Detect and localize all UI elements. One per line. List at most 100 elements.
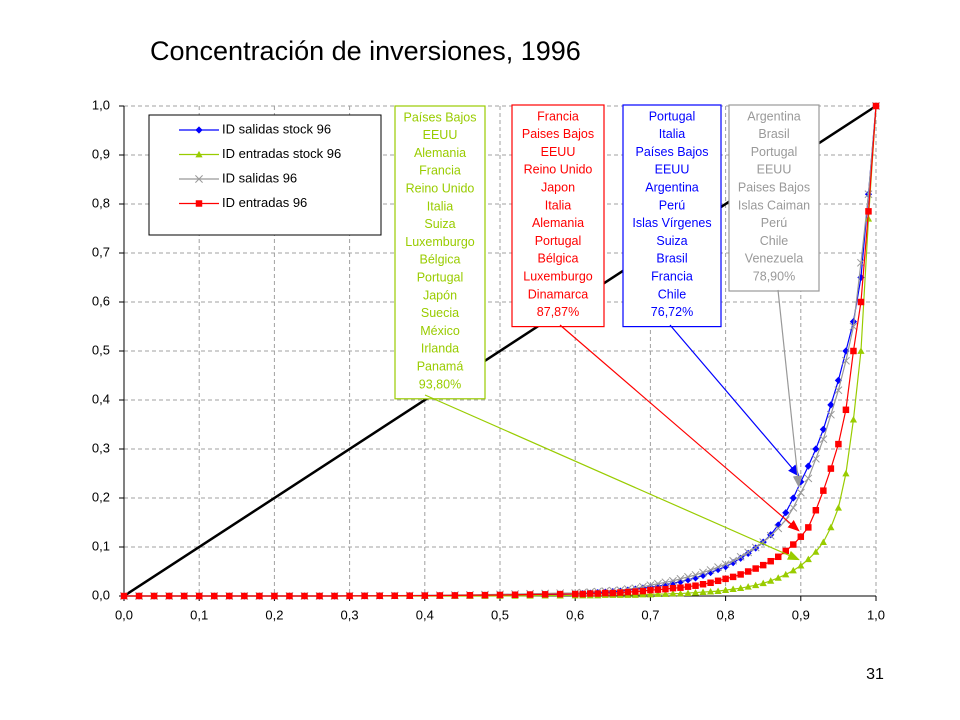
point: [774, 524, 783, 533]
point: [691, 570, 700, 579]
page-number: 31: [866, 666, 884, 683]
point: [737, 554, 745, 562]
point: [684, 589, 692, 596]
annotation-text: 78,90%: [753, 269, 795, 283]
annotation-text: Perú: [761, 216, 787, 230]
annotation-text: Reino Unido: [524, 163, 593, 177]
point: [135, 592, 143, 600]
point: [834, 376, 842, 384]
point: [766, 531, 775, 540]
point: [165, 592, 173, 600]
annotation-text: Suiza: [424, 217, 455, 231]
annotation-box: [394, 105, 486, 400]
point: [594, 590, 601, 597]
point: [729, 559, 737, 567]
x-tick-label: 0,3: [341, 607, 359, 622]
annotation-text: Bélgica: [538, 252, 579, 266]
annotation-text: México: [420, 324, 460, 338]
point: [706, 566, 715, 574]
point: [406, 592, 413, 599]
point: [775, 553, 782, 561]
point: [752, 565, 759, 572]
point: [647, 586, 654, 594]
annotation-text: Chile: [760, 234, 789, 248]
annotation-text: Argentina: [645, 180, 699, 194]
point: [804, 555, 812, 563]
annotation-text: Islas Caiman: [738, 198, 810, 212]
y-tick-label: 0,5: [92, 342, 110, 357]
annotation-text: Chile: [658, 287, 687, 301]
point: [789, 494, 797, 502]
point: [617, 589, 624, 596]
point: [669, 589, 677, 597]
point: [602, 589, 609, 597]
point: [692, 582, 699, 589]
point: [759, 561, 767, 569]
annotation-text: Brasil: [758, 127, 789, 141]
point: [714, 587, 722, 594]
point: [819, 435, 828, 444]
annotation-text: Países Bajos: [636, 145, 709, 159]
point: [271, 592, 278, 600]
point: [361, 592, 368, 600]
point: [609, 589, 617, 597]
point: [865, 208, 872, 215]
y-tick-label: 0,7: [92, 244, 110, 259]
legend-label: ID salidas 96: [222, 170, 297, 185]
annotation-arrow: [559, 324, 800, 532]
annotation-text: Portugal: [751, 145, 798, 159]
x-tick-label: 0,7: [641, 607, 659, 622]
point: [819, 425, 827, 433]
point: [466, 592, 474, 599]
point: [714, 565, 722, 574]
point: [587, 590, 594, 597]
annotation-text: Paises Bajos: [738, 180, 810, 194]
annotation-text: EEUU: [541, 145, 576, 159]
point: [286, 592, 293, 600]
point: [722, 575, 729, 583]
y-tick-label: 0,9: [92, 146, 110, 161]
point: [707, 579, 714, 587]
annotation-text: Italia: [427, 199, 453, 213]
point: [789, 566, 797, 574]
point: [842, 406, 850, 414]
point: [241, 592, 248, 600]
annotation-text: Paises Bajos: [522, 127, 594, 141]
point: [729, 585, 737, 593]
point: [669, 584, 677, 592]
y-tick-label: 0,2: [92, 489, 110, 504]
annotation-text: EEUU: [655, 163, 690, 177]
x-tick-label: 0,5: [491, 607, 509, 622]
point: [744, 548, 753, 557]
point: [714, 563, 723, 572]
annotation-text: EEUU: [757, 163, 792, 177]
point: [661, 590, 670, 597]
annotation-text: Suiza: [656, 234, 687, 248]
annotation-text: Reino Unido: [406, 181, 475, 195]
annotation-text: Brasil: [656, 252, 687, 266]
x-tick-label: 0,9: [792, 607, 810, 622]
point: [226, 592, 233, 600]
point: [451, 592, 459, 599]
point: [556, 590, 564, 598]
point: [301, 592, 308, 600]
annotation-arrow: [777, 289, 803, 488]
point: [767, 557, 774, 565]
point: [653, 579, 662, 588]
annotation-text: Japón: [423, 288, 457, 302]
point: [316, 592, 323, 600]
point: [789, 503, 798, 512]
point: [842, 469, 850, 477]
point: [797, 533, 805, 540]
point: [811, 454, 820, 463]
point: [661, 578, 670, 587]
point: [729, 573, 737, 581]
y-tick-label: 0,1: [92, 538, 110, 553]
point: [654, 586, 662, 593]
annotation-text: Bélgica: [420, 253, 461, 267]
point: [849, 322, 858, 331]
point: [857, 258, 865, 267]
annotation-text: Dinamarca: [528, 287, 588, 301]
point: [684, 583, 692, 590]
